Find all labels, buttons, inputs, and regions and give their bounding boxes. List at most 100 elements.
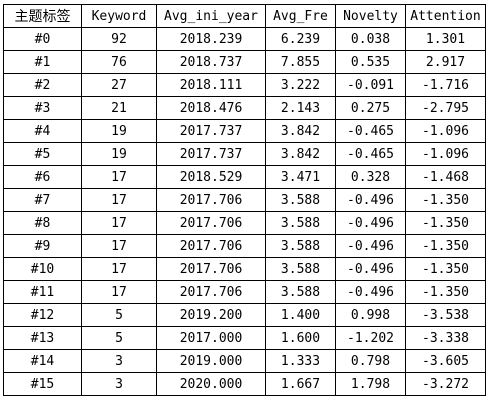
avg-fre-cell: 3.842 xyxy=(265,119,336,143)
novelty-cell: -0.465 xyxy=(335,142,406,166)
table-row: #8 17 2017.706 3.588 -0.496 -1.350 xyxy=(3,211,486,235)
header-keyword: Keyword xyxy=(81,4,157,28)
attention-cell: -1.350 xyxy=(405,188,486,212)
avg-fre-cell: 3.588 xyxy=(265,188,336,212)
novelty-cell: 1.798 xyxy=(335,372,406,396)
avg-ini-year-cell: 2017.737 xyxy=(156,142,266,166)
keyword-cell: 92 xyxy=(81,27,157,51)
novelty-cell: -0.496 xyxy=(335,257,406,281)
attention-cell: -3.538 xyxy=(405,303,486,327)
table-row: #11 17 2017.706 3.588 -0.496 -1.350 xyxy=(3,280,486,304)
novelty-cell: -0.496 xyxy=(335,211,406,235)
avg-ini-year-cell: 2019.200 xyxy=(156,303,266,327)
keyword-cell: 76 xyxy=(81,50,157,74)
novelty-cell: -0.465 xyxy=(335,119,406,143)
attention-cell: 2.917 xyxy=(405,50,486,74)
avg-ini-year-cell: 2017.706 xyxy=(156,280,266,304)
avg-ini-year-cell: 2020.000 xyxy=(156,372,266,396)
attention-cell: -3.605 xyxy=(405,349,486,373)
avg-fre-cell: 6.239 xyxy=(265,27,336,51)
novelty-cell: -0.091 xyxy=(335,73,406,97)
topic-cell: #0 xyxy=(3,27,82,51)
header-avg-ini-year: Avg_ini_year xyxy=(156,4,266,28)
table-row: #10 17 2017.706 3.588 -0.496 -1.350 xyxy=(3,257,486,281)
header-avg-fre: Avg_Fre xyxy=(265,4,336,28)
keyword-cell: 17 xyxy=(81,257,157,281)
table-row: #14 3 2019.000 1.333 0.798 -3.605 xyxy=(3,349,486,373)
attention-cell: 1.301 xyxy=(405,27,486,51)
avg-ini-year-cell: 2018.239 xyxy=(156,27,266,51)
topic-cell: #7 xyxy=(3,188,82,212)
table-row: #6 17 2018.529 3.471 0.328 -1.468 xyxy=(3,165,486,189)
table-row: #0 92 2018.239 6.239 0.038 1.301 xyxy=(3,27,486,51)
table-body: #0 92 2018.239 6.239 0.038 1.301 #1 76 2018.737 7… xyxy=(3,27,486,396)
avg-fre-cell: 3.842 xyxy=(265,142,336,166)
avg-fre-cell: 1.333 xyxy=(265,349,336,373)
attention-cell: -2.795 xyxy=(405,96,486,120)
avg-ini-year-cell: 2018.111 xyxy=(156,73,266,97)
avg-ini-year-cell: 2017.706 xyxy=(156,234,266,258)
avg-ini-year-cell: 2017.737 xyxy=(156,119,266,143)
table-row: #1 76 2018.737 7.855 0.535 2.917 xyxy=(3,50,486,74)
avg-ini-year-cell: 2019.000 xyxy=(156,349,266,373)
avg-fre-cell: 3.588 xyxy=(265,280,336,304)
table-row: #2 27 2018.111 3.222 -0.091 -1.716 xyxy=(3,73,486,97)
avg-ini-year-cell: 2018.529 xyxy=(156,165,266,189)
avg-fre-cell: 3.588 xyxy=(265,211,336,235)
avg-fre-cell: 3.222 xyxy=(265,73,336,97)
keyword-cell: 17 xyxy=(81,280,157,304)
keyword-cell: 3 xyxy=(81,349,157,373)
topic-statistics-table: 主题标签 Keyword Avg_ini_year Avg_Fre Novelt… xyxy=(3,4,486,396)
header-novelty: Novelty xyxy=(335,4,406,28)
header-row: 主题标签 Keyword Avg_ini_year Avg_Fre Novelt… xyxy=(3,4,486,28)
novelty-cell: -0.496 xyxy=(335,280,406,304)
table-row: #7 17 2017.706 3.588 -0.496 -1.350 xyxy=(3,188,486,212)
keyword-cell: 17 xyxy=(81,188,157,212)
avg-fre-cell: 1.400 xyxy=(265,303,336,327)
topic-cell: #4 xyxy=(3,119,82,143)
topic-cell: #9 xyxy=(3,234,82,258)
novelty-cell: -0.496 xyxy=(335,234,406,258)
avg-fre-cell: 3.471 xyxy=(265,165,336,189)
topic-cell: #3 xyxy=(3,96,82,120)
novelty-cell: -0.496 xyxy=(335,188,406,212)
avg-fre-cell: 1.667 xyxy=(265,372,336,396)
keyword-cell: 21 xyxy=(81,96,157,120)
novelty-cell: 0.998 xyxy=(335,303,406,327)
avg-fre-cell: 3.588 xyxy=(265,234,336,258)
table-row: #12 5 2019.200 1.400 0.998 -3.538 xyxy=(3,303,486,327)
keyword-cell: 5 xyxy=(81,303,157,327)
table-row: #5 19 2017.737 3.842 -0.465 -1.096 xyxy=(3,142,486,166)
topic-cell: #13 xyxy=(3,326,82,350)
header-topic-label: 主题标签 xyxy=(3,4,82,28)
attention-cell: -1.350 xyxy=(405,234,486,258)
avg-ini-year-cell: 2017.706 xyxy=(156,188,266,212)
attention-cell: -1.468 xyxy=(405,165,486,189)
novelty-cell: 0.038 xyxy=(335,27,406,51)
topic-cell: #1 xyxy=(3,50,82,74)
novelty-cell: 0.798 xyxy=(335,349,406,373)
topic-cell: #6 xyxy=(3,165,82,189)
keyword-cell: 5 xyxy=(81,326,157,350)
topic-cell: #14 xyxy=(3,349,82,373)
topic-cell: #2 xyxy=(3,73,82,97)
attention-cell: -1.350 xyxy=(405,257,486,281)
avg-ini-year-cell: 2018.737 xyxy=(156,50,266,74)
table-row: #9 17 2017.706 3.588 -0.496 -1.350 xyxy=(3,234,486,258)
keyword-cell: 19 xyxy=(81,142,157,166)
topic-cell: #12 xyxy=(3,303,82,327)
table-row: #4 19 2017.737 3.842 -0.465 -1.096 xyxy=(3,119,486,143)
avg-ini-year-cell: 2017.706 xyxy=(156,257,266,281)
keyword-cell: 17 xyxy=(81,211,157,235)
table-header: 主题标签 Keyword Avg_ini_year Avg_Fre Novelt… xyxy=(3,4,486,28)
avg-ini-year-cell: 2017.706 xyxy=(156,211,266,235)
attention-cell: -1.350 xyxy=(405,211,486,235)
attention-cell: -1.350 xyxy=(405,280,486,304)
attention-cell: -1.096 xyxy=(405,142,486,166)
table-row: #13 5 2017.000 1.600 -1.202 -3.338 xyxy=(3,326,486,350)
avg-fre-cell: 2.143 xyxy=(265,96,336,120)
avg-fre-cell: 7.855 xyxy=(265,50,336,74)
attention-cell: -3.272 xyxy=(405,372,486,396)
attention-cell: -1.096 xyxy=(405,119,486,143)
avg-ini-year-cell: 2017.000 xyxy=(156,326,266,350)
